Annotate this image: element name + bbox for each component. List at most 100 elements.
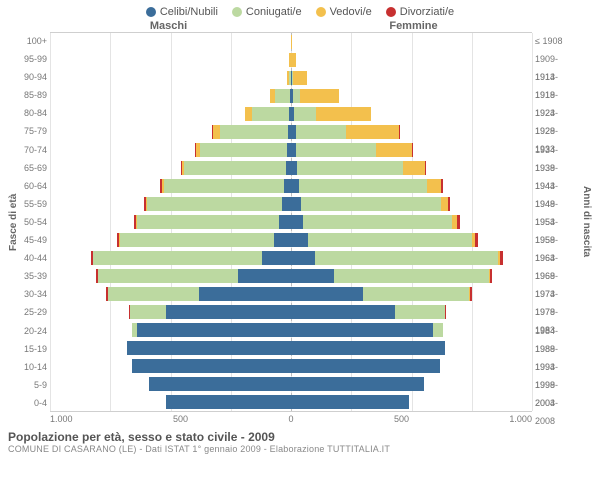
female-bar <box>291 359 532 373</box>
bar-segment <box>291 269 334 283</box>
pyramid-row <box>50 51 532 69</box>
age-tick: 95-99 <box>22 50 47 68</box>
age-tick: 60-64 <box>22 177 47 195</box>
male-bar <box>50 287 291 301</box>
x-tick: 1.000 <box>50 414 73 424</box>
pyramid-row <box>50 303 532 321</box>
bar-segment <box>291 287 363 301</box>
bar-segment <box>470 287 472 301</box>
bar-segment <box>316 107 371 121</box>
chart-subtitle: COMUNE DI CASARANO (LE) - Dati ISTAT 1° … <box>8 444 592 454</box>
bar-segment <box>127 341 291 355</box>
bar-segment <box>346 125 399 139</box>
birth-tick: 1999-2003 <box>535 376 578 394</box>
pyramid-row <box>50 375 532 393</box>
bar-segment <box>291 359 440 373</box>
pyramid-row <box>50 105 532 123</box>
legend-label: Divorziati/e <box>400 6 454 18</box>
male-bar <box>50 179 291 193</box>
birth-tick: 1929-1933 <box>535 122 578 140</box>
age-tick: 80-84 <box>22 104 47 122</box>
bar-segment <box>291 197 301 211</box>
bar-segment <box>296 143 376 157</box>
bar-segment <box>448 197 450 211</box>
birth-tick: 1939-1943 <box>535 159 578 177</box>
male-bar <box>50 377 291 391</box>
birth-tick: 2004-2008 <box>535 394 578 412</box>
birth-tick: 1964-1968 <box>535 249 578 267</box>
age-ticks: 100+95-9990-9485-8980-8475-7970-7465-696… <box>22 32 50 412</box>
bar-segment <box>296 125 347 139</box>
male-bar <box>50 53 291 67</box>
male-bar <box>50 197 291 211</box>
female-bar <box>291 377 532 391</box>
male-bar <box>50 269 291 283</box>
age-tick: 10-14 <box>22 358 47 376</box>
legend-label: Vedovi/e <box>330 6 372 18</box>
birth-tick: 1984-1988 <box>535 322 578 340</box>
bar-segment <box>291 215 303 229</box>
female-bar <box>291 323 532 337</box>
birth-tick: 1969-1973 <box>535 267 578 285</box>
male-bar <box>50 35 291 49</box>
pyramid-row <box>50 393 532 411</box>
pyramid-row <box>50 141 532 159</box>
age-tick: 55-59 <box>22 195 47 213</box>
male-bar <box>50 233 291 247</box>
male-bar <box>50 323 291 337</box>
x-tick: 500 <box>173 414 188 424</box>
female-bar <box>291 143 532 157</box>
plot-area <box>50 32 532 412</box>
legend-swatch <box>386 7 396 17</box>
bar-segment <box>279 215 291 229</box>
bar-segment <box>291 377 424 391</box>
x-tick: 0 <box>288 414 293 424</box>
bar-segment <box>147 197 282 211</box>
male-bar <box>50 305 291 319</box>
bar-segment <box>291 233 308 247</box>
bar-segment <box>98 269 238 283</box>
bar-segment <box>425 161 426 175</box>
bar-segment <box>262 251 291 265</box>
female-bar <box>291 395 532 409</box>
bar-segment <box>291 251 315 265</box>
age-tick: 30-34 <box>22 285 47 303</box>
bar-segment <box>308 233 472 247</box>
bar-segment <box>301 197 441 211</box>
age-tick: 40-44 <box>22 249 47 267</box>
birth-tick: 1994-1998 <box>535 358 578 376</box>
pyramid-row <box>50 33 532 51</box>
bar-segment <box>108 287 200 301</box>
header-female: Femmine <box>291 20 536 32</box>
chart-title: Popolazione per età, sesso e stato civil… <box>8 430 592 444</box>
pyramid-row <box>50 267 532 285</box>
bar-segment <box>166 395 291 409</box>
pyramid-row <box>50 285 532 303</box>
bar-segment <box>291 323 433 337</box>
bar-segment <box>199 287 291 301</box>
bar-segment <box>275 89 289 103</box>
female-bar <box>291 287 532 301</box>
bar-segment <box>291 53 296 67</box>
female-bar <box>291 305 532 319</box>
ylabel-birth: Anni di nascita <box>578 32 592 412</box>
bar-segment <box>184 161 285 175</box>
x-axis: 1.00050005001.000 <box>8 414 592 424</box>
bar-segment <box>291 395 409 409</box>
bar-segment <box>433 323 443 337</box>
legend-swatch <box>232 7 242 17</box>
female-bar <box>291 215 532 229</box>
female-bar <box>291 269 532 283</box>
pyramid-row <box>50 177 532 195</box>
bar-segment <box>130 305 166 319</box>
legend-item: Coniugati/e <box>232 6 302 18</box>
pyramid-row <box>50 249 532 267</box>
bar-segment <box>166 305 291 319</box>
bar-segment <box>299 179 427 193</box>
bar-segment <box>441 179 443 193</box>
birth-ticks: ≤ 19081909-19131914-19181919-19231924-19… <box>532 32 578 412</box>
birth-tick: 1989-1993 <box>535 340 578 358</box>
female-bar <box>291 53 532 67</box>
bar-segment <box>427 179 441 193</box>
ylabel-age: Fasce di età <box>8 32 22 412</box>
